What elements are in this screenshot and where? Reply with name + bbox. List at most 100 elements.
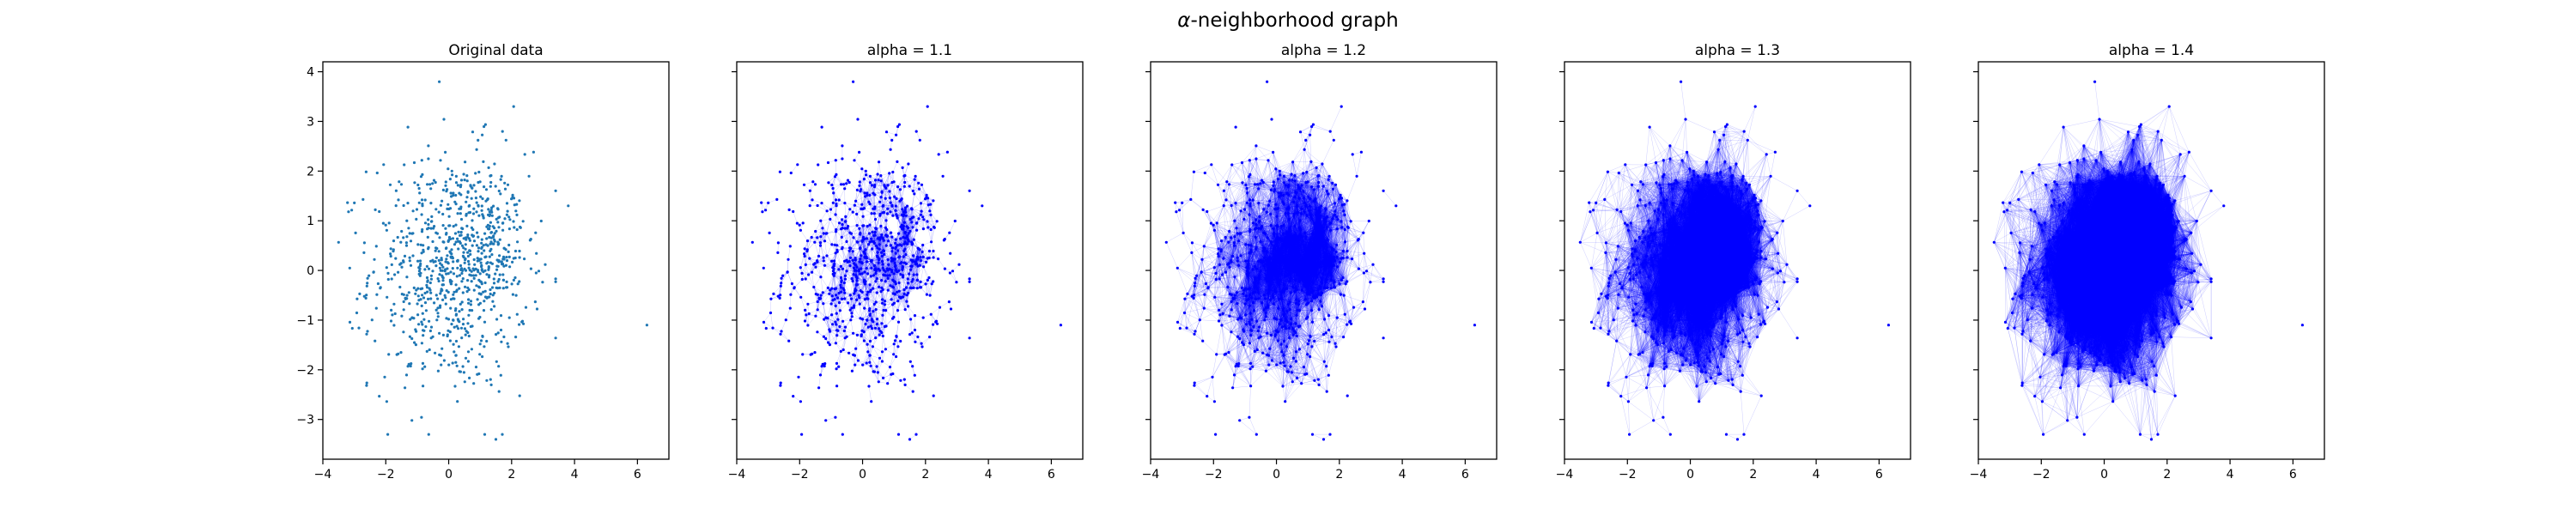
data-point xyxy=(1704,251,1706,254)
data-point xyxy=(1660,273,1662,276)
data-point xyxy=(522,220,525,222)
data-point xyxy=(2063,227,2065,229)
data-point xyxy=(893,342,896,345)
data-point xyxy=(793,286,796,288)
data-point xyxy=(1672,227,1674,230)
data-point xyxy=(507,210,509,213)
figure-title-symbol: α xyxy=(1177,9,1190,32)
data-point xyxy=(490,384,493,386)
data-point xyxy=(2056,230,2058,233)
data-point xyxy=(1269,279,1272,282)
data-point xyxy=(477,171,480,173)
data-point xyxy=(1765,258,1767,260)
data-point xyxy=(1319,263,1321,265)
data-point xyxy=(1309,134,1311,136)
data-point xyxy=(890,232,892,234)
data-point xyxy=(829,330,831,333)
data-point xyxy=(852,280,854,282)
data-point xyxy=(1266,280,1268,282)
data-point xyxy=(477,257,479,259)
data-point xyxy=(1735,239,1737,241)
data-point xyxy=(1708,251,1710,254)
data-point xyxy=(391,277,393,280)
data-point xyxy=(361,198,364,201)
data-point xyxy=(876,323,878,325)
data-point xyxy=(2143,167,2146,169)
data-point xyxy=(1280,343,1283,346)
x-tick-label: 0 xyxy=(1686,468,1694,482)
data-point xyxy=(1261,179,1263,182)
data-point xyxy=(1248,298,1250,300)
data-point xyxy=(903,232,906,234)
data-point xyxy=(421,323,423,325)
data-point xyxy=(1759,324,1762,326)
data-point xyxy=(2148,243,2150,245)
data-point xyxy=(854,348,857,350)
data-point xyxy=(898,200,901,203)
data-point xyxy=(1326,190,1328,192)
data-point xyxy=(841,144,843,147)
data-point xyxy=(1223,204,1225,207)
data-point xyxy=(483,309,485,312)
data-point xyxy=(357,327,360,330)
data-point xyxy=(881,360,884,362)
data-point xyxy=(2136,270,2139,272)
data-point xyxy=(820,202,823,204)
data-point xyxy=(1275,291,1278,294)
data-point xyxy=(914,374,916,377)
data-point xyxy=(1741,239,1743,241)
data-point xyxy=(951,270,954,272)
data-point xyxy=(1217,184,1219,186)
data-point xyxy=(2107,237,2110,239)
data-point xyxy=(914,341,916,343)
data-point xyxy=(1708,179,1710,182)
data-point xyxy=(436,312,439,314)
data-point xyxy=(1333,139,1335,142)
data-point xyxy=(488,265,490,268)
data-point xyxy=(1285,184,1287,186)
data-point xyxy=(2087,259,2089,262)
data-point xyxy=(1315,167,1318,169)
data-point xyxy=(378,210,380,213)
data-point xyxy=(2077,362,2080,365)
data-point xyxy=(476,244,478,246)
data-point xyxy=(567,204,569,207)
data-point xyxy=(2089,352,2092,354)
data-point xyxy=(1733,286,1735,288)
data-point xyxy=(2179,153,2182,155)
data-point xyxy=(2065,365,2068,367)
data-point xyxy=(1636,312,1638,315)
data-point xyxy=(1679,370,1681,373)
data-point xyxy=(454,224,457,227)
data-point xyxy=(1331,182,1334,185)
data-point xyxy=(1266,211,1268,214)
data-point xyxy=(2082,298,2085,300)
data-point xyxy=(431,270,434,272)
data-point xyxy=(1293,196,1296,198)
data-point xyxy=(1706,334,1709,336)
data-point xyxy=(1298,219,1301,221)
data-point xyxy=(1272,294,1274,297)
data-point xyxy=(2119,237,2122,239)
data-point xyxy=(868,361,871,364)
data-point xyxy=(869,181,872,184)
data-point xyxy=(1668,286,1670,288)
data-point xyxy=(1705,161,1708,163)
data-point xyxy=(1340,197,1343,199)
data-point xyxy=(1658,260,1661,263)
data-point xyxy=(458,345,460,348)
data-point xyxy=(2122,233,2124,236)
data-point xyxy=(476,148,478,151)
data-point xyxy=(392,303,395,306)
data-point xyxy=(2143,295,2146,298)
data-point xyxy=(1194,277,1197,280)
data-point xyxy=(1309,335,1311,337)
data-point xyxy=(1236,291,1238,294)
data-point xyxy=(843,187,846,190)
data-point xyxy=(536,307,538,310)
data-point xyxy=(2105,178,2107,180)
data-point xyxy=(1714,382,1716,385)
data-point xyxy=(875,245,878,247)
data-point xyxy=(2193,270,2196,272)
data-point xyxy=(917,182,920,185)
